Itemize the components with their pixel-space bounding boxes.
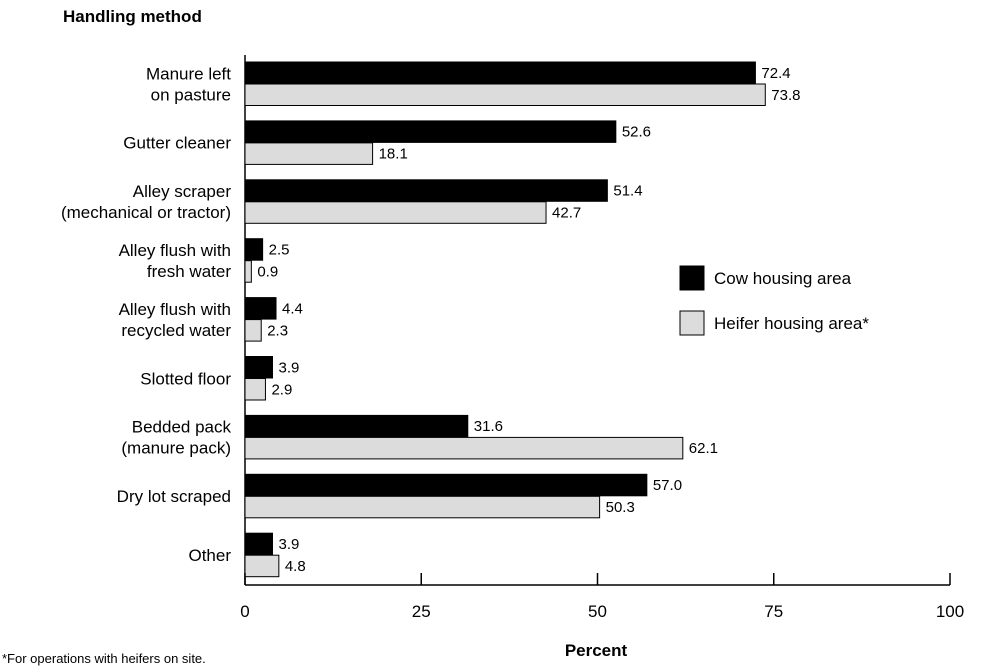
heifer-bar (244, 378, 266, 401)
data-label: 50.3 (606, 499, 635, 516)
data-label: 3.9 (278, 359, 299, 376)
heifer-bar (244, 142, 374, 165)
heifer-bar (244, 83, 766, 106)
x-tick-label: 50 (588, 602, 607, 621)
category-label: Dry lot scraped (117, 487, 231, 506)
category-label: Gutter cleaner (123, 134, 231, 153)
data-label: 4.8 (285, 558, 306, 575)
cow-bar (244, 532, 273, 556)
data-label: 2.5 (269, 241, 290, 258)
data-label: 0.9 (257, 263, 278, 280)
data-label: 4.4 (282, 300, 303, 317)
x-axis-title: Percent (565, 641, 628, 660)
category-labels: Manure left on pasture Gutter cleaner Alley… (61, 64, 232, 565)
cow-bar (244, 473, 648, 497)
footnote: *For operations with heifers on site. (2, 651, 206, 666)
data-label: 18.1 (379, 146, 408, 163)
data-label: 31.6 (474, 418, 503, 435)
data-label: 57.0 (653, 477, 682, 494)
cow-bar (244, 356, 273, 379)
x-tick-label: 100 (936, 602, 964, 621)
category-label: (manure pack) (121, 439, 231, 458)
legend-label: Cow housing area (714, 269, 852, 288)
data-label: 51.4 (613, 183, 642, 200)
heifer-bar (244, 260, 252, 283)
data-label: 73.8 (771, 87, 800, 104)
x-ticks: 0 25 50 75 100 (240, 573, 964, 621)
cow-bar (244, 120, 617, 143)
category-label: Slotted floor (140, 369, 231, 388)
x-tick-label: 75 (764, 602, 783, 621)
category-label: Alley flush with (119, 300, 231, 319)
data-label: 72.4 (761, 65, 790, 82)
category-label: Alley flush with (119, 241, 231, 260)
category-label: on pasture (151, 85, 231, 104)
category-label: fresh water (147, 262, 231, 281)
legend: Cow housing area Heifer housing area* (679, 265, 869, 336)
heifer-bar (244, 319, 262, 342)
cow-bar (244, 414, 469, 438)
data-label: 2.3 (267, 322, 288, 339)
cow-bar (244, 179, 608, 202)
x-tick-label: 25 (412, 602, 431, 621)
heifer-bar (244, 554, 280, 578)
heifer-bar (244, 201, 547, 224)
category-label: Alley scraper (133, 182, 232, 201)
data-label: 62.1 (689, 440, 718, 457)
x-tick-label: 0 (240, 602, 249, 621)
legend-label: Heifer housing area* (714, 314, 869, 333)
data-label: 3.9 (278, 536, 299, 553)
category-label: (mechanical or tractor) (61, 203, 231, 222)
cow-bar (244, 61, 756, 84)
category-label: Manure left (146, 64, 231, 83)
category-label: recycled water (121, 321, 231, 340)
cow-bar (244, 238, 264, 261)
data-label: 2.9 (271, 381, 292, 398)
category-label: Bedded pack (132, 418, 232, 437)
data-label: 52.6 (622, 124, 651, 141)
heifer-bar (244, 495, 601, 519)
cow-bar (244, 297, 277, 320)
data-label: 42.7 (552, 205, 581, 222)
bars-group: 72.4 73.8 52.6 18.1 51.4 42.7 2.5 0.9 4.4 2.3 3.9 2… (244, 61, 800, 578)
heifer-bar (244, 436, 684, 460)
category-label: Other (188, 546, 231, 565)
legend-swatch-cow (679, 265, 705, 291)
y-axis-title: Handling method (63, 7, 202, 26)
legend-swatch-heifer (679, 310, 705, 336)
